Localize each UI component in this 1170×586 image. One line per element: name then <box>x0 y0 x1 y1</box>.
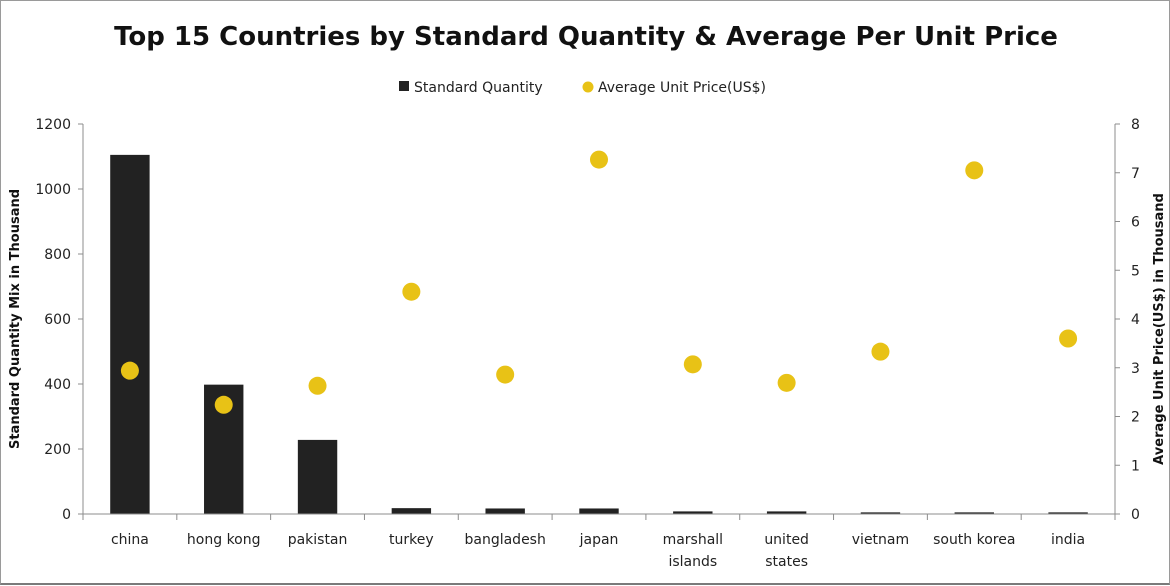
x-tick-label: bangladesh <box>464 532 545 548</box>
bar <box>485 508 525 514</box>
right-axis: 0 1 2 3 4 5 6 7 8 <box>1114 117 1140 523</box>
legend-label-average-unit-price: Average Unit Price(US$) <box>598 80 766 96</box>
scatter-point <box>308 376 327 395</box>
x-tick-label: pakistan <box>288 532 348 548</box>
scatter-point <box>120 361 139 380</box>
legend-swatch-average-unit-price <box>582 81 594 93</box>
scatter-point <box>590 150 608 169</box>
y-tick-label: 0 <box>62 507 71 523</box>
x-tick-label: japan <box>579 532 619 548</box>
bar <box>391 508 432 514</box>
y2-axis-label: Average Unit Price(US$) in Thousand <box>1152 193 1167 465</box>
scatter-point <box>965 161 984 180</box>
y-tick-label: 400 <box>44 377 71 393</box>
bar <box>579 508 619 514</box>
y2-tick-label: 3 <box>1131 361 1140 377</box>
y-tick-label: 1000 <box>35 182 71 198</box>
y-tick-label: 800 <box>44 247 71 263</box>
scatter-series <box>120 150 1078 414</box>
scatter-point <box>496 365 515 384</box>
y2-tick-label: 5 <box>1131 263 1140 279</box>
y2-tick-label: 4 <box>1131 312 1140 328</box>
y-axis-label: Standard Quantity Mix in Thousand <box>8 189 23 449</box>
legend-label-standard-quantity: Standard Quantity <box>414 80 543 96</box>
x-axis: china hong kong pakistan turkey bangladesh ja… <box>82 513 1116 570</box>
y-tick-label: 200 <box>44 442 71 458</box>
x-tick-label: marshall islands <box>663 532 724 570</box>
x-tick-label: south korea <box>933 532 1015 548</box>
bar <box>954 512 994 514</box>
bar <box>1048 512 1088 514</box>
x-tick-label: hong kong <box>187 532 261 548</box>
x-tick-label: india <box>1051 532 1085 548</box>
legend-swatch-standard-quantity <box>399 81 409 91</box>
scatter-point <box>871 342 890 361</box>
chart-title: Top 15 Countries by Standard Quantity & … <box>114 22 1058 52</box>
bar <box>110 154 150 514</box>
y-tick-label: 600 <box>44 312 71 328</box>
scatter-point <box>683 355 702 374</box>
y2-tick-label: 1 <box>1131 458 1140 474</box>
x-tick-label: turkey <box>389 532 434 548</box>
bar-series <box>110 154 1088 514</box>
scatter-point <box>1059 329 1078 348</box>
bar <box>297 439 338 514</box>
y2-tick-label: 2 <box>1131 410 1140 426</box>
y2-tick-label: 7 <box>1131 166 1140 182</box>
left-axis: 0 200 400 600 800 1000 1200 <box>35 117 84 523</box>
legend: Standard Quantity Average Unit Price(US$… <box>399 80 766 96</box>
y2-tick-label: 6 <box>1131 215 1140 231</box>
y2-tick-label: 0 <box>1131 507 1140 523</box>
x-tick-label: china <box>111 532 149 548</box>
x-tick-label: united states <box>764 532 809 570</box>
bar <box>860 512 901 514</box>
bar <box>673 511 713 514</box>
bar <box>766 511 807 514</box>
scatter-point <box>402 282 421 301</box>
y-tick-label: 1200 <box>35 117 71 133</box>
x-tick-label: vietnam <box>852 532 909 548</box>
y2-tick-label: 8 <box>1131 117 1140 133</box>
scatter-point <box>214 395 233 414</box>
scatter-point <box>777 373 796 392</box>
